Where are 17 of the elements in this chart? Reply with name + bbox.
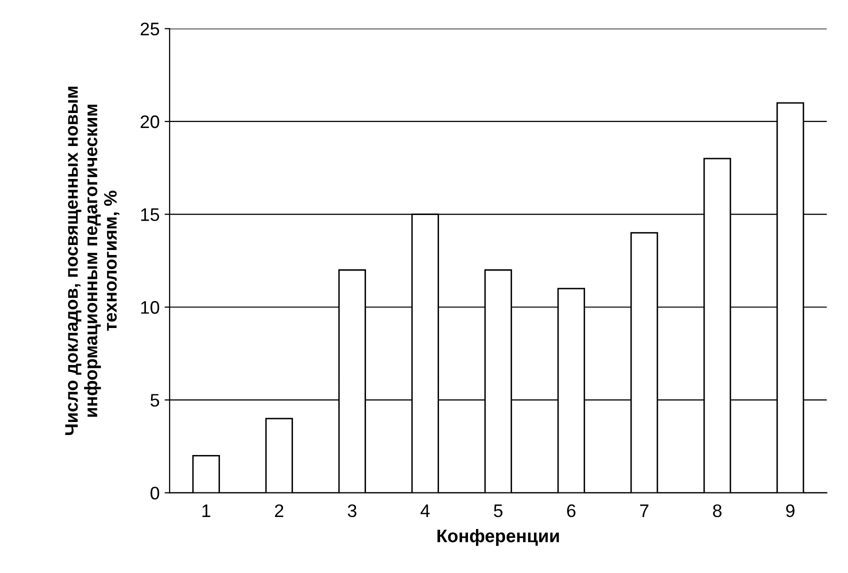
- y-axis-title: Число докладов, посвященных новым информационным педагогическим технологиям, %: [65, 86, 120, 435]
- x-tick-label: 1: [202, 504, 210, 517]
- x-tick-label: 2: [275, 504, 284, 517]
- y-tick-label: 20: [140, 115, 160, 128]
- x-tick-label: 9: [786, 504, 794, 518]
- y-tick-label: 10: [141, 301, 160, 314]
- y-tick-label: 15: [141, 208, 160, 222]
- x-tick-label: 4: [420, 504, 430, 517]
- x-axis-title: Конференции: [438, 529, 559, 546]
- y-tick-label: 0: [150, 486, 160, 500]
- x-tick-label: 5: [494, 504, 502, 518]
- x-tick-label: 3: [348, 504, 356, 518]
- x-tick-label: 8: [713, 504, 722, 518]
- y-tick-label: 25: [140, 22, 160, 36]
- y-tick-label: 5: [150, 394, 160, 407]
- x-tick-label: 6: [567, 504, 576, 518]
- x-tick-label: 7: [640, 504, 648, 517]
